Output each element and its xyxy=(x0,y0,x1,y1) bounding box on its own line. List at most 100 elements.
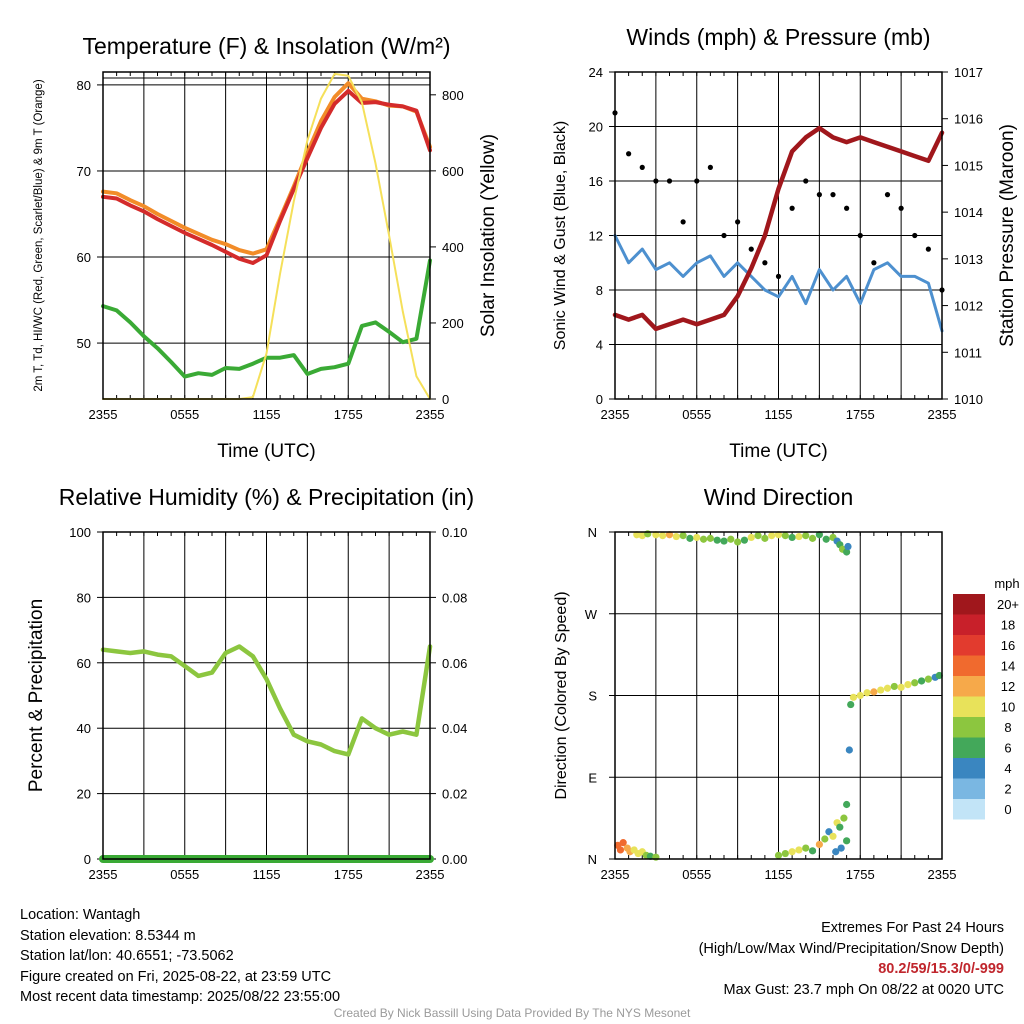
rh-ytick-label: 0 xyxy=(84,852,91,867)
dir-direction-point xyxy=(795,846,803,854)
legend-swatch xyxy=(953,655,985,676)
dir-direction-point xyxy=(774,851,783,859)
wind-ytick-label: 8 xyxy=(596,283,603,298)
wind-y2tick-label: 1015 xyxy=(954,158,983,173)
wind-xtick-label: 2355 xyxy=(928,407,957,422)
temp-ytick-label: 70 xyxy=(77,164,91,179)
wind-y2tick-label: 1011 xyxy=(954,345,982,360)
rh-ylabel: Percent & Precipitation xyxy=(26,599,47,792)
dir-direction-point xyxy=(897,683,905,691)
dir-direction-point xyxy=(795,532,803,541)
dir-direction-point xyxy=(911,679,919,687)
legend-label: 0 xyxy=(1004,802,1011,817)
dir-direction-point xyxy=(616,846,625,854)
dir-direction-point xyxy=(924,675,932,683)
dir-direction-point xyxy=(761,534,769,542)
temp-y2tick-label: 800 xyxy=(442,88,464,103)
dir-direction-point xyxy=(747,533,755,542)
temp-y2tick-label: 600 xyxy=(442,164,464,179)
dir-direction-point xyxy=(693,533,701,542)
wind-y2tick-label: 1010 xyxy=(954,392,983,407)
temp-xlabel: Time (UTC) xyxy=(217,441,316,462)
rh-xtick-label: 2355 xyxy=(416,867,445,882)
dir-panel: Wind Direction 2355 0555 1155 1755 2355 N E S W N D… xyxy=(553,484,1020,882)
wind-gust-point xyxy=(857,232,863,239)
legend-swatch xyxy=(953,717,985,738)
legend-swatch xyxy=(953,676,985,697)
dir-direction-point xyxy=(802,844,810,852)
dir-xtick-label: 0555 xyxy=(682,867,711,882)
rh-panel: Relative Humidity (%) & Precipitation (i… xyxy=(26,484,474,882)
dir-direction-point xyxy=(843,800,851,809)
elevation-text: Station elevation: 8.5344 m xyxy=(20,927,196,944)
dir-ytick-label: S xyxy=(588,689,597,704)
dir-direction-point xyxy=(720,537,728,545)
wind-title: Winds (mph) & Pressure (mb) xyxy=(626,24,930,50)
wind-gust-point xyxy=(694,178,700,184)
wind-xtick-label: 0555 xyxy=(682,407,711,422)
recent-data-text: Most recent data timestamp: 2025/08/22 2… xyxy=(20,989,341,1005)
temp-y2tick-label: 0 xyxy=(442,392,449,407)
dir-xtick-label: 2355 xyxy=(601,867,630,882)
dir-direction-point xyxy=(829,832,837,840)
wind-ytick-label: 24 xyxy=(589,65,603,80)
wind-y2tick-label: 1014 xyxy=(954,205,983,220)
legend-label: 16 xyxy=(1001,638,1015,653)
temp-series-t2m xyxy=(101,88,432,265)
dir-direction-point xyxy=(638,532,646,540)
dir-direction-point xyxy=(856,691,864,700)
rh-ytick-label: 40 xyxy=(77,721,91,736)
wind-y2tick-label: 1017 xyxy=(954,65,983,80)
dir-ytick-label: N xyxy=(588,525,597,540)
wind-gust-point xyxy=(789,205,795,211)
rh-series-rh xyxy=(100,644,433,757)
legend-label: 6 xyxy=(1004,741,1011,756)
wind-gust-point xyxy=(898,205,904,211)
wind-ylabel: Sonic Wind & Gust (Blue, Black) xyxy=(552,121,569,350)
temp-xtick-label: 1155 xyxy=(253,407,281,422)
dir-direction-point xyxy=(821,835,829,843)
wind-xtick-label: 1755 xyxy=(846,407,875,422)
legend-swatch xyxy=(953,696,985,717)
latlon-text: Station lat/lon: 40.6551; -73.5062 xyxy=(20,948,234,964)
rh-y2tick-label: 0.10 xyxy=(442,525,467,540)
dir-title: Wind Direction xyxy=(704,484,854,510)
wind-gust-point xyxy=(626,151,632,157)
extremes-subtitle: (High/Low/Max Wind/Precipitation/Snow De… xyxy=(698,940,1004,957)
station-info: Location: Wantagh Station elevation: 8.5… xyxy=(20,905,340,1008)
dir-direction-point xyxy=(863,689,871,697)
dir-ytick-label: W xyxy=(585,607,598,622)
temp-xtick-label: 2355 xyxy=(416,407,445,422)
max-gust-text: Max Gust: 23.7 mph On 08/22 at 0020 UTC xyxy=(723,981,1004,998)
location-text: Location: Wantagh xyxy=(20,907,141,923)
rh-ytick-label: 80 xyxy=(77,590,91,605)
temp-panel: Temperature (F) & Insolation (W/m²) 2355 0… xyxy=(33,33,499,462)
temp-ylabel: 2m T, Td, HI/WC (Red, Green, Scarlet/Blu… xyxy=(33,79,45,391)
rh-y2tick-label: 0.02 xyxy=(442,787,467,802)
wind-gust-point xyxy=(816,192,822,198)
rh-y2tick-label: 0.04 xyxy=(442,721,467,736)
dir-direction-point xyxy=(815,840,823,849)
legend-swatch xyxy=(953,778,985,799)
dir-direction-point xyxy=(815,531,823,539)
mesonet-figure: Temperature (F) & Insolation (W/m²)2355 0… xyxy=(26,24,1020,882)
dir-direction-point xyxy=(808,534,817,542)
dir-direction-point xyxy=(679,532,687,540)
temp-ytick-label: 60 xyxy=(77,250,91,265)
dir-direction-point xyxy=(808,847,817,855)
extremes-values: 80.2/59/15.3/0/-999 xyxy=(878,961,1004,977)
wind-gust-point xyxy=(721,232,727,239)
dir-direction-point xyxy=(619,839,627,847)
wind-ytick-label: 12 xyxy=(589,229,603,244)
wind-gust-point xyxy=(666,178,673,184)
dir-direction-point xyxy=(837,844,845,852)
legend-label: 8 xyxy=(1004,720,1011,735)
dir-direction-point xyxy=(713,536,721,544)
rh-title: Relative Humidity (%) & Precipitation (i… xyxy=(59,484,474,510)
wind-gust-point xyxy=(884,192,891,198)
temp-frame xyxy=(102,71,431,400)
temp-title: Temperature (F) & Insolation (W/m²) xyxy=(82,33,450,59)
wind-gust-point xyxy=(912,232,918,239)
extremes-info: Extremes For Past 24 Hours (High/Low/Max… xyxy=(699,918,1004,1000)
dir-direction-point xyxy=(844,542,852,551)
